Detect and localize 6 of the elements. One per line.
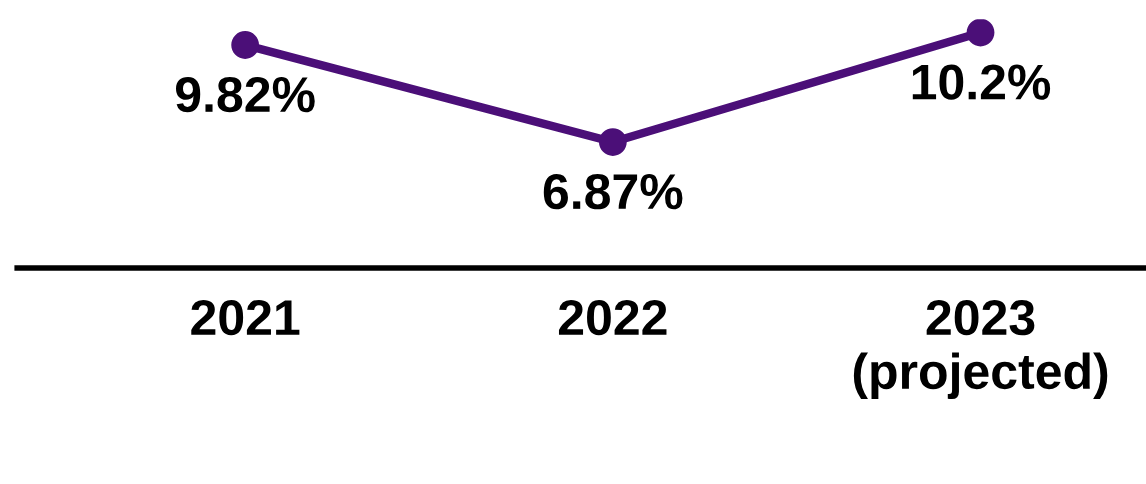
data-label: 6.87% <box>543 173 683 210</box>
x-tick-label: 2023 (projected) <box>853 299 1108 400</box>
data-label: 9.82% <box>176 76 315 113</box>
x-tick-label: 2021 <box>191 299 300 336</box>
x-tick-label: 2022 <box>558 299 667 336</box>
data-label: 10.2% <box>912 64 1051 100</box>
